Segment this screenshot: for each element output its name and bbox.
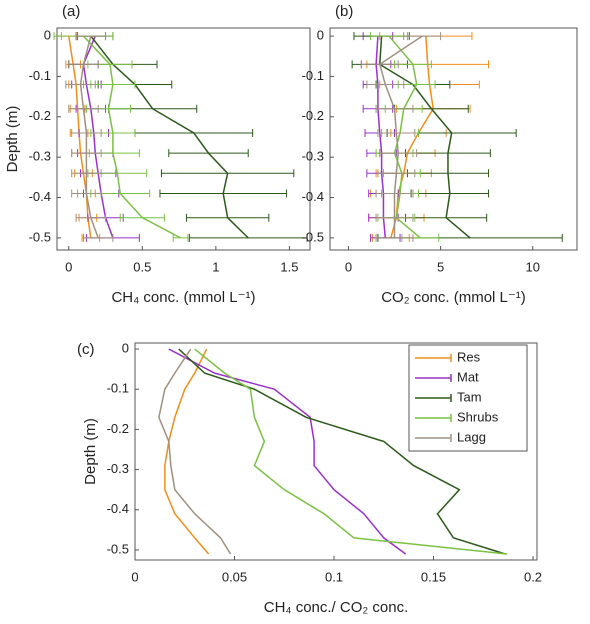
y-tick-label: -0.2 <box>302 108 324 123</box>
y-tick-label: -0.4 <box>29 189 51 204</box>
plot-area <box>329 27 578 251</box>
series-line <box>90 35 249 239</box>
y-tick-label: -0.3 <box>107 461 129 476</box>
error-bar <box>71 149 102 158</box>
error-bar <box>160 169 295 178</box>
y-tick-label: -0.3 <box>29 149 51 164</box>
legend-swatch <box>415 374 452 382</box>
series-line <box>390 36 435 239</box>
error-bar <box>375 233 414 242</box>
series-line <box>158 348 232 555</box>
error-bar <box>185 213 270 222</box>
x-axis-label: CH₄ conc. (mmol L⁻¹) <box>111 289 255 306</box>
x-axis-label: CO₂ conc. (mmol L⁻¹) <box>381 289 526 306</box>
plot-area <box>56 27 311 251</box>
legend-swatch <box>415 394 452 402</box>
error-bar <box>159 189 287 198</box>
panel-label: (b) <box>335 3 353 20</box>
y-tick-label: -0.1 <box>29 68 51 83</box>
y-tick-label: -0.3 <box>302 149 324 164</box>
plot-area <box>134 342 538 561</box>
error-bar <box>379 149 418 158</box>
legend-label: Res <box>457 349 481 364</box>
error-bar <box>82 233 114 242</box>
error-bar <box>65 80 96 89</box>
legend-swatch <box>415 434 452 442</box>
error-bar <box>71 128 102 137</box>
y-axis-label: Depth (m) <box>4 106 21 173</box>
y-tick-label: 0 <box>317 28 324 43</box>
series-line <box>82 35 114 239</box>
error-bar <box>134 128 254 137</box>
x-tick-label: 5 <box>437 259 444 274</box>
legend-label: Lagg <box>457 429 486 444</box>
error-bar <box>119 213 165 222</box>
y-tick-label: -0.1 <box>302 68 324 83</box>
x-tick-label: 1.5 <box>280 259 298 274</box>
error-bar <box>375 189 414 198</box>
y-tick-label: -0.4 <box>302 189 324 204</box>
x-tick-label: 10 <box>526 259 540 274</box>
y-tick-label: -0.1 <box>107 381 129 396</box>
legend-label: Tam <box>457 389 482 404</box>
y-tick-label: 0 <box>44 28 51 43</box>
series-line <box>68 35 92 238</box>
error-bar <box>377 169 416 178</box>
legend-box <box>408 344 528 452</box>
legend-swatch <box>415 354 452 362</box>
x-tick-label: 0.2 <box>524 569 542 584</box>
legend-label: Shrubs <box>457 409 499 424</box>
error-bar <box>188 233 308 242</box>
series-line <box>168 348 407 555</box>
legend-label: Mat <box>457 369 479 384</box>
y-tick-label: -0.4 <box>107 501 129 516</box>
series-line <box>79 35 99 239</box>
error-bar <box>168 149 249 158</box>
y-tick-label: -0.5 <box>29 229 51 244</box>
error-bar <box>68 60 99 69</box>
series-line <box>194 348 508 555</box>
y-axis-label: Depth (m) <box>82 418 99 485</box>
error-bar <box>377 128 416 137</box>
x-tick-label: 0.05 <box>222 569 247 584</box>
x-tick-label: 0 <box>65 259 72 274</box>
error-bar <box>375 104 414 113</box>
x-tick-label: 0 <box>345 259 352 274</box>
x-tick-label: 0.1 <box>325 569 343 584</box>
error-bar <box>68 104 99 113</box>
panel-label: (c) <box>77 341 95 358</box>
panel-label: (a) <box>62 3 80 20</box>
x-tick-label: 0.15 <box>421 569 446 584</box>
y-tick-label: -0.2 <box>107 421 129 436</box>
series-line <box>164 348 210 555</box>
series-line <box>375 36 387 238</box>
error-bar <box>172 233 189 242</box>
error-bar <box>366 80 405 89</box>
series-line <box>378 36 471 239</box>
error-bar <box>71 169 102 178</box>
error-bar <box>360 60 399 69</box>
y-tick-label: 0 <box>122 340 129 355</box>
series-line <box>378 35 423 238</box>
x-tick-label: 0 <box>131 569 138 584</box>
y-tick-label: -0.5 <box>302 229 324 244</box>
error-bar <box>403 32 442 41</box>
error-bar <box>370 32 408 41</box>
y-tick-label: -0.5 <box>107 541 129 556</box>
y-tick-label: -0.2 <box>29 108 51 123</box>
error-bar <box>375 213 414 222</box>
legend-swatch <box>415 414 452 422</box>
x-tick-label: 1 <box>212 259 219 274</box>
error-bar <box>75 32 107 41</box>
x-axis-label: CH₄ conc./ CO₂ conc. <box>264 599 409 616</box>
series-line <box>178 348 506 555</box>
error-bar <box>71 189 102 198</box>
series-line <box>82 35 181 239</box>
error-bar <box>75 213 107 222</box>
x-tick-label: 0.5 <box>133 259 151 274</box>
